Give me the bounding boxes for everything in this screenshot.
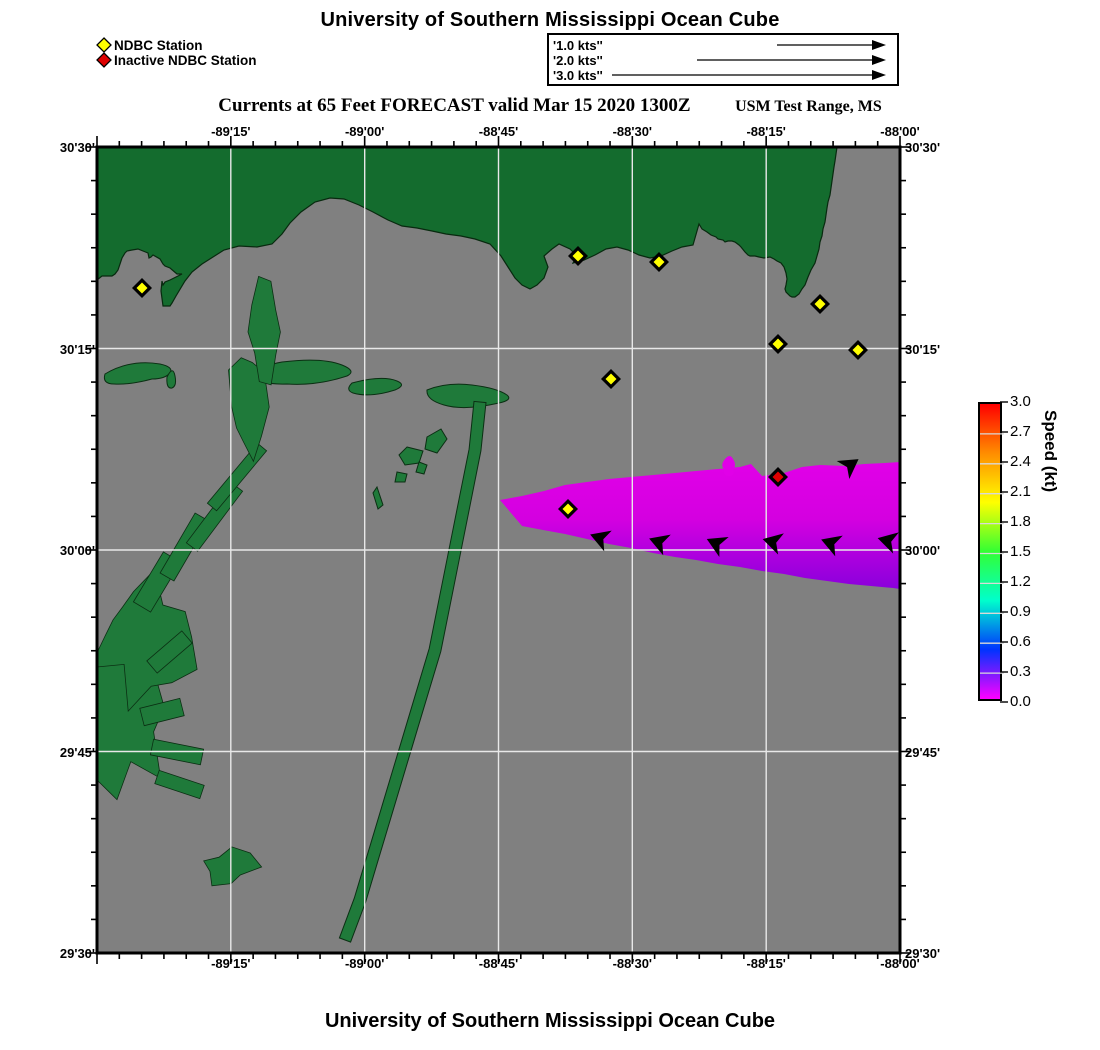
svg-text:'2.0 kts'': '2.0 kts'' [553,53,603,68]
svg-text:'1.0 kts'': '1.0 kts'' [553,38,603,53]
svg-text:'3.0 kts'': '3.0 kts'' [553,68,603,83]
